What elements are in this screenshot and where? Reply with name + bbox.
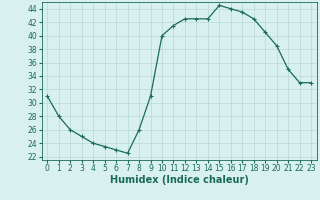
X-axis label: Humidex (Indice chaleur): Humidex (Indice chaleur) [110, 175, 249, 185]
